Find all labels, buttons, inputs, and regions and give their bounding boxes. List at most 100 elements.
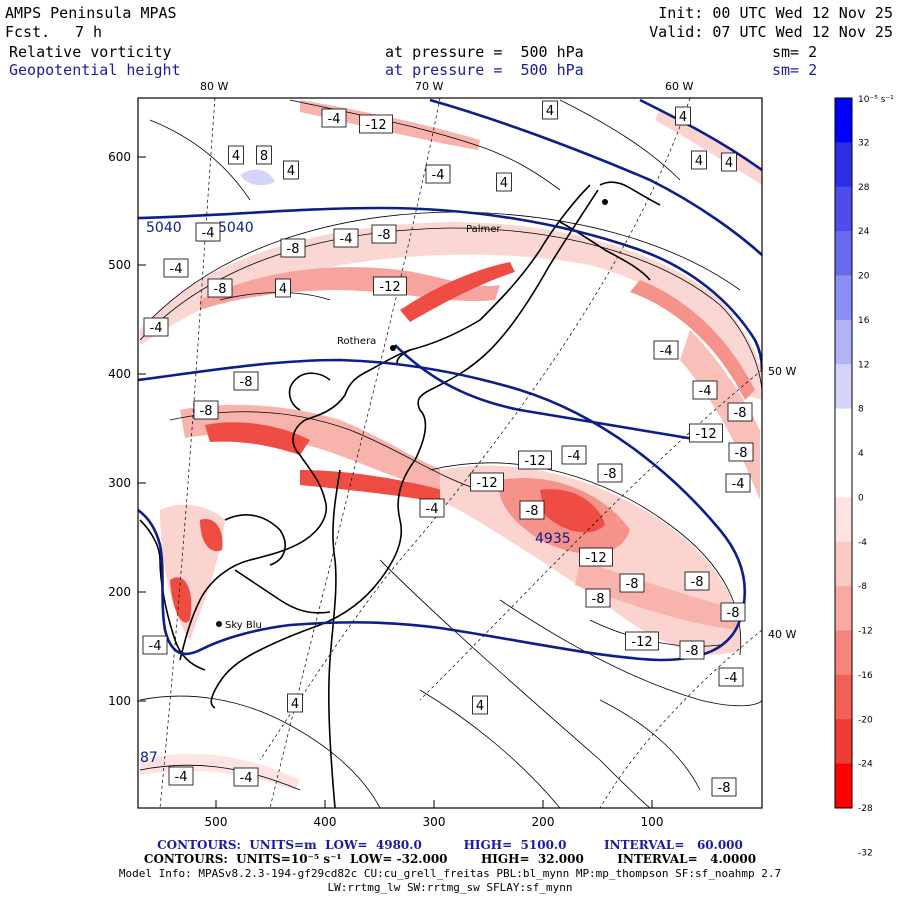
colorbar-swatch [835, 142, 852, 188]
vorticity-label: -8 [604, 467, 617, 482]
vorticity-label: -4 [725, 671, 738, 686]
vorticity-label: -8 [240, 375, 253, 390]
y-tick-label: 600 [108, 150, 131, 164]
y-tick-label: 500 [108, 258, 131, 272]
map-frame [137, 97, 763, 809]
field1-smoothing: sm= 2 [772, 43, 818, 61]
vorticity-label: -8 [378, 228, 391, 243]
vorticity-label: 4 [725, 156, 733, 171]
vorticity-label: -12 [379, 280, 400, 295]
vorticity-label-box [721, 152, 737, 172]
y-tick-label: 100 [108, 694, 131, 708]
vorticity-label-box [207, 278, 233, 298]
y-tick-label: 300 [108, 476, 131, 490]
vorticity-label-box [579, 547, 613, 567]
colorbar-tick-label: -24 [858, 760, 873, 770]
colorbar-tick-label: 28 [858, 183, 870, 193]
colorbar-swatch [835, 186, 852, 232]
colorbar-tick-label: 32 [858, 138, 869, 148]
colorbar-swatch [835, 408, 852, 454]
model-title: AMPS Peninsula MPAS [5, 4, 177, 22]
vorticity-label: -12 [524, 454, 545, 469]
vorticity-label-box [168, 766, 194, 786]
vorticity-label-box [195, 222, 221, 242]
vorticity-label-box [193, 400, 219, 420]
field2-level: at pressure = 500 hPa [385, 61, 584, 79]
vorticity-label-box [561, 445, 587, 465]
vorticity-label: -8 [592, 592, 605, 607]
x-tick-label: 400 [314, 815, 337, 829]
vorticity-label: -8 [727, 606, 740, 621]
vorticity-label: 4 [679, 110, 687, 125]
vorticity-label: 4 [546, 104, 554, 119]
vorticity-label-box [419, 498, 445, 518]
vorticity-label: -12 [631, 635, 652, 650]
colorbar-swatch [835, 719, 852, 765]
colorbar-swatch [835, 364, 852, 410]
vorticity-label-box [163, 258, 189, 278]
vorticity-label-box [691, 150, 707, 170]
vorticity-label: -4 [175, 770, 188, 785]
station-marker [602, 199, 608, 205]
colorbar-tick-label: -32 [858, 848, 873, 858]
vorticity-label-box [275, 278, 291, 298]
colorbar-swatch [835, 674, 852, 720]
x-tick-label: 200 [532, 815, 555, 829]
height-label: 5040 [146, 220, 182, 236]
vorticity-label-box [675, 106, 691, 126]
vorticity-label-box [689, 423, 723, 443]
vorticity-label: -12 [365, 118, 386, 133]
colorbar-swatch [835, 630, 852, 676]
vorticity-label: 4 [291, 697, 299, 712]
vorticity-label: 4 [476, 699, 484, 714]
vorticity-label: -4 [149, 639, 162, 654]
corner-height-label: 87 [140, 750, 158, 766]
height-label: 4935 [535, 531, 571, 547]
vorticity-label-box [143, 317, 169, 337]
vorticity-label-box [287, 693, 303, 713]
footer-vorticity-contours: CONTOURS: UNITS=10⁻⁵ s⁻¹ LOW= -32.000 HI… [143, 852, 757, 866]
footer-physics-info: LW:rrtmg_lw SW:rrtmg_sw SFLAY:sf_mynn [327, 881, 573, 894]
vorticity-label: -4 [340, 232, 353, 247]
forecast-hour: 7 h [75, 23, 103, 41]
vorticity-label: 4 [500, 176, 508, 191]
colorbar-swatch [835, 98, 852, 143]
vorticity-label-box [585, 588, 611, 608]
vorticity-label-box [496, 172, 512, 192]
station-rothera: Rothera [337, 336, 376, 347]
vorticity-label: 8 [260, 149, 268, 164]
y-tick-label: 200 [108, 585, 131, 599]
coastline [139, 181, 661, 808]
vorticity-label-box [718, 667, 744, 687]
axis-ticks [138, 156, 653, 808]
vorticity-label-box [233, 767, 259, 787]
vorticity-labels: -4 -12 4 8 4 -4 4 4 4 4 4 -4 -8 -8 -4 -8 4 -4 -8 -8 -12 -4 -4 -… [142, 100, 754, 797]
vorticity-label: -4 [426, 502, 439, 517]
vorticity-label-box [333, 228, 359, 248]
vorticity-label-box [228, 145, 244, 165]
valid-time: Valid: 07 UTC Wed 12 Nov 25 [649, 23, 893, 41]
x-tick-label: 500 [205, 815, 228, 829]
vorticity-label-box [692, 380, 718, 400]
vorticity-label: -12 [476, 476, 497, 491]
vorticity-label-box [472, 695, 488, 715]
vorticity-label: -8 [526, 504, 539, 519]
y-tick-label: 400 [108, 367, 131, 381]
colorbar-unit: 10⁻⁵ s⁻¹ [858, 95, 894, 105]
colorbar-tick-label: 20 [858, 272, 870, 282]
vorticity-label: -8 [734, 406, 747, 421]
colorbar-swatch [835, 231, 852, 276]
vorticity-label-box [280, 238, 306, 258]
station-marker [390, 345, 396, 351]
vorticity-label: -4 [202, 226, 215, 241]
colorbar-tick-label: 4 [858, 449, 864, 459]
field1-level: at pressure = 500 hPa [385, 43, 584, 61]
colorbar-tick-label: -16 [858, 671, 873, 681]
colorbar-tick-label: -8 [858, 582, 867, 592]
colorbar-tick-label: -4 [858, 538, 867, 548]
vorticity-label: 4 [287, 164, 295, 179]
station-marker [216, 621, 222, 627]
vorticity-label-box [619, 573, 645, 593]
colorbar-swatch [835, 319, 852, 365]
